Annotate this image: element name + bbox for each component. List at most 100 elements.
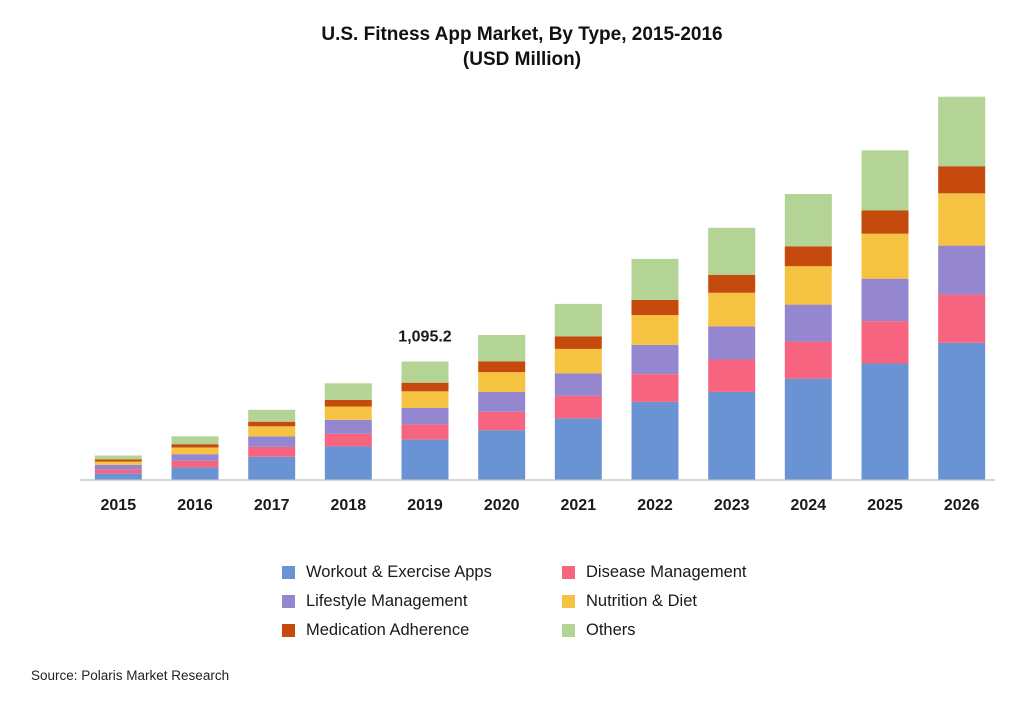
- x-tick-label-2025: 2025: [867, 497, 903, 514]
- bar-segment-2018-2: [324, 419, 372, 434]
- x-tick-label-2021: 2021: [561, 497, 597, 514]
- x-tick-label-2024: 2024: [791, 497, 827, 514]
- bar-segment-2018-3: [324, 406, 372, 420]
- bar-segment-2021-2: [554, 373, 602, 396]
- source-note: Source: Polaris Market Research: [31, 668, 230, 683]
- legend-swatch: [282, 566, 295, 579]
- legend-swatch: [562, 595, 575, 608]
- x-tick-label-2016: 2016: [177, 497, 213, 514]
- bar-segment-2026-0: [938, 343, 986, 480]
- bar-segment-2024-4: [784, 246, 832, 267]
- bar-segment-2024-1: [784, 341, 832, 379]
- bar-segment-2018-5: [324, 383, 372, 400]
- x-tick-label-2019: 2019: [407, 497, 443, 514]
- bar-segment-2020-3: [478, 372, 526, 392]
- bar-segment-2022-1: [631, 374, 679, 402]
- bar-segment-2022-0: [631, 401, 679, 480]
- bar-segment-2019-4: [401, 382, 449, 392]
- bar-segment-2026-5: [938, 96, 986, 167]
- x-tick-label-2022: 2022: [637, 497, 673, 514]
- bar-segment-2024-3: [784, 266, 832, 305]
- bar-segment-2017-1: [248, 446, 296, 457]
- bar-segment-2026-2: [938, 245, 986, 295]
- bar-segment-2026-3: [938, 193, 986, 246]
- bar-segment-2019-0: [401, 439, 449, 480]
- chart-subtitle: (USD Million): [462, 49, 582, 70]
- bar-segment-2026-4: [938, 166, 986, 194]
- bar-segment-2016-4: [171, 444, 219, 448]
- bar-segment-2015-3: [94, 461, 142, 465]
- bar-segment-2017-2: [248, 436, 296, 447]
- bar-segment-2017-3: [248, 426, 296, 437]
- legend-label: Nutrition & Diet: [586, 592, 697, 610]
- bar-segment-2016-0: [171, 467, 219, 480]
- bar-segment-2017-4: [248, 421, 296, 427]
- bar-segment-2020-4: [478, 361, 526, 373]
- bar-segment-2023-1: [708, 359, 756, 392]
- bar-segment-2022-2: [631, 344, 679, 374]
- legend-item-5: Others: [562, 621, 636, 640]
- legend-label: Others: [586, 621, 636, 639]
- bar-segment-2017-0: [248, 456, 296, 480]
- data-label-2019: 1,095.2: [398, 329, 451, 346]
- bar-segment-2015-0: [94, 473, 142, 480]
- legend-label: Disease Management: [586, 563, 747, 581]
- bar-segment-2017-5: [248, 409, 296, 422]
- x-tick-label-2015: 2015: [101, 497, 137, 514]
- bar-segment-2015-1: [94, 469, 142, 474]
- x-tick-labels: 2015 2016 2017 2018 2019 2020 2021 2022 2023 2024…: [101, 497, 980, 514]
- bar-segment-2021-3: [554, 348, 602, 374]
- bar-segment-2021-1: [554, 395, 602, 419]
- x-tick-label-2017: 2017: [254, 497, 290, 514]
- bar-segment-2016-3: [171, 447, 219, 455]
- x-tick-label-2018: 2018: [331, 497, 367, 514]
- bar-segment-2020-2: [478, 391, 526, 412]
- bar-segment-2023-3: [708, 292, 756, 327]
- bar-segment-2015-2: [94, 464, 142, 470]
- bar-segment-2022-4: [631, 299, 679, 316]
- bar-segment-2019-3: [401, 391, 449, 408]
- x-tick-label-2023: 2023: [714, 497, 750, 514]
- bar-segment-2016-2: [171, 454, 219, 461]
- legend-item-4: Medication Adherence: [282, 621, 469, 640]
- legend-item-3: Nutrition & Diet: [562, 592, 697, 611]
- bar-segment-2016-1: [171, 460, 219, 468]
- legend-swatch: [562, 624, 575, 637]
- annotations-layer: 1,095.2: [398, 329, 451, 346]
- bar-segment-2021-0: [554, 418, 602, 480]
- legend-swatch: [562, 566, 575, 579]
- bar-segment-2015-5: [94, 455, 142, 460]
- bar-segment-2025-4: [861, 210, 909, 234]
- bar-segment-2018-4: [324, 399, 372, 407]
- legend-item-0: Workout & Exercise Apps: [282, 563, 492, 582]
- bar-segment-2020-0: [478, 430, 526, 480]
- bar-segment-2023-0: [708, 391, 756, 480]
- bar-segment-2025-3: [861, 233, 909, 279]
- bar-segment-2025-2: [861, 278, 909, 322]
- chart-title-block: U.S. Fitness App Market, By Type, 2015-2…: [0, 22, 1024, 72]
- x-tick-label-2020: 2020: [484, 497, 520, 514]
- bar-segment-2024-0: [784, 378, 832, 480]
- bar-segment-2023-5: [708, 227, 756, 275]
- bar-segment-2022-3: [631, 315, 679, 345]
- bar-segment-2023-4: [708, 274, 756, 293]
- bars-layer: [94, 96, 986, 480]
- bar-segment-2022-5: [631, 258, 679, 300]
- legend-swatch: [282, 595, 295, 608]
- legend-swatch: [282, 624, 295, 637]
- bar-segment-2025-0: [861, 363, 909, 480]
- legend-label: Workout & Exercise Apps: [306, 563, 492, 581]
- bar-segment-2020-1: [478, 411, 526, 431]
- bar-segment-2025-5: [861, 150, 909, 211]
- bar-segment-2015-4: [94, 459, 142, 462]
- bar-segment-2021-4: [554, 336, 602, 349]
- bar-segment-2016-5: [171, 436, 219, 445]
- legend-label: Medication Adherence: [306, 621, 470, 639]
- bar-segment-2018-0: [324, 446, 372, 480]
- chart-title: U.S. Fitness App Market, By Type, 2015-2…: [321, 24, 723, 45]
- bar-segment-2020-5: [478, 335, 526, 362]
- bar-segment-2019-2: [401, 407, 449, 425]
- x-tick-label-2026: 2026: [944, 497, 980, 514]
- bar-segment-2024-2: [784, 304, 832, 342]
